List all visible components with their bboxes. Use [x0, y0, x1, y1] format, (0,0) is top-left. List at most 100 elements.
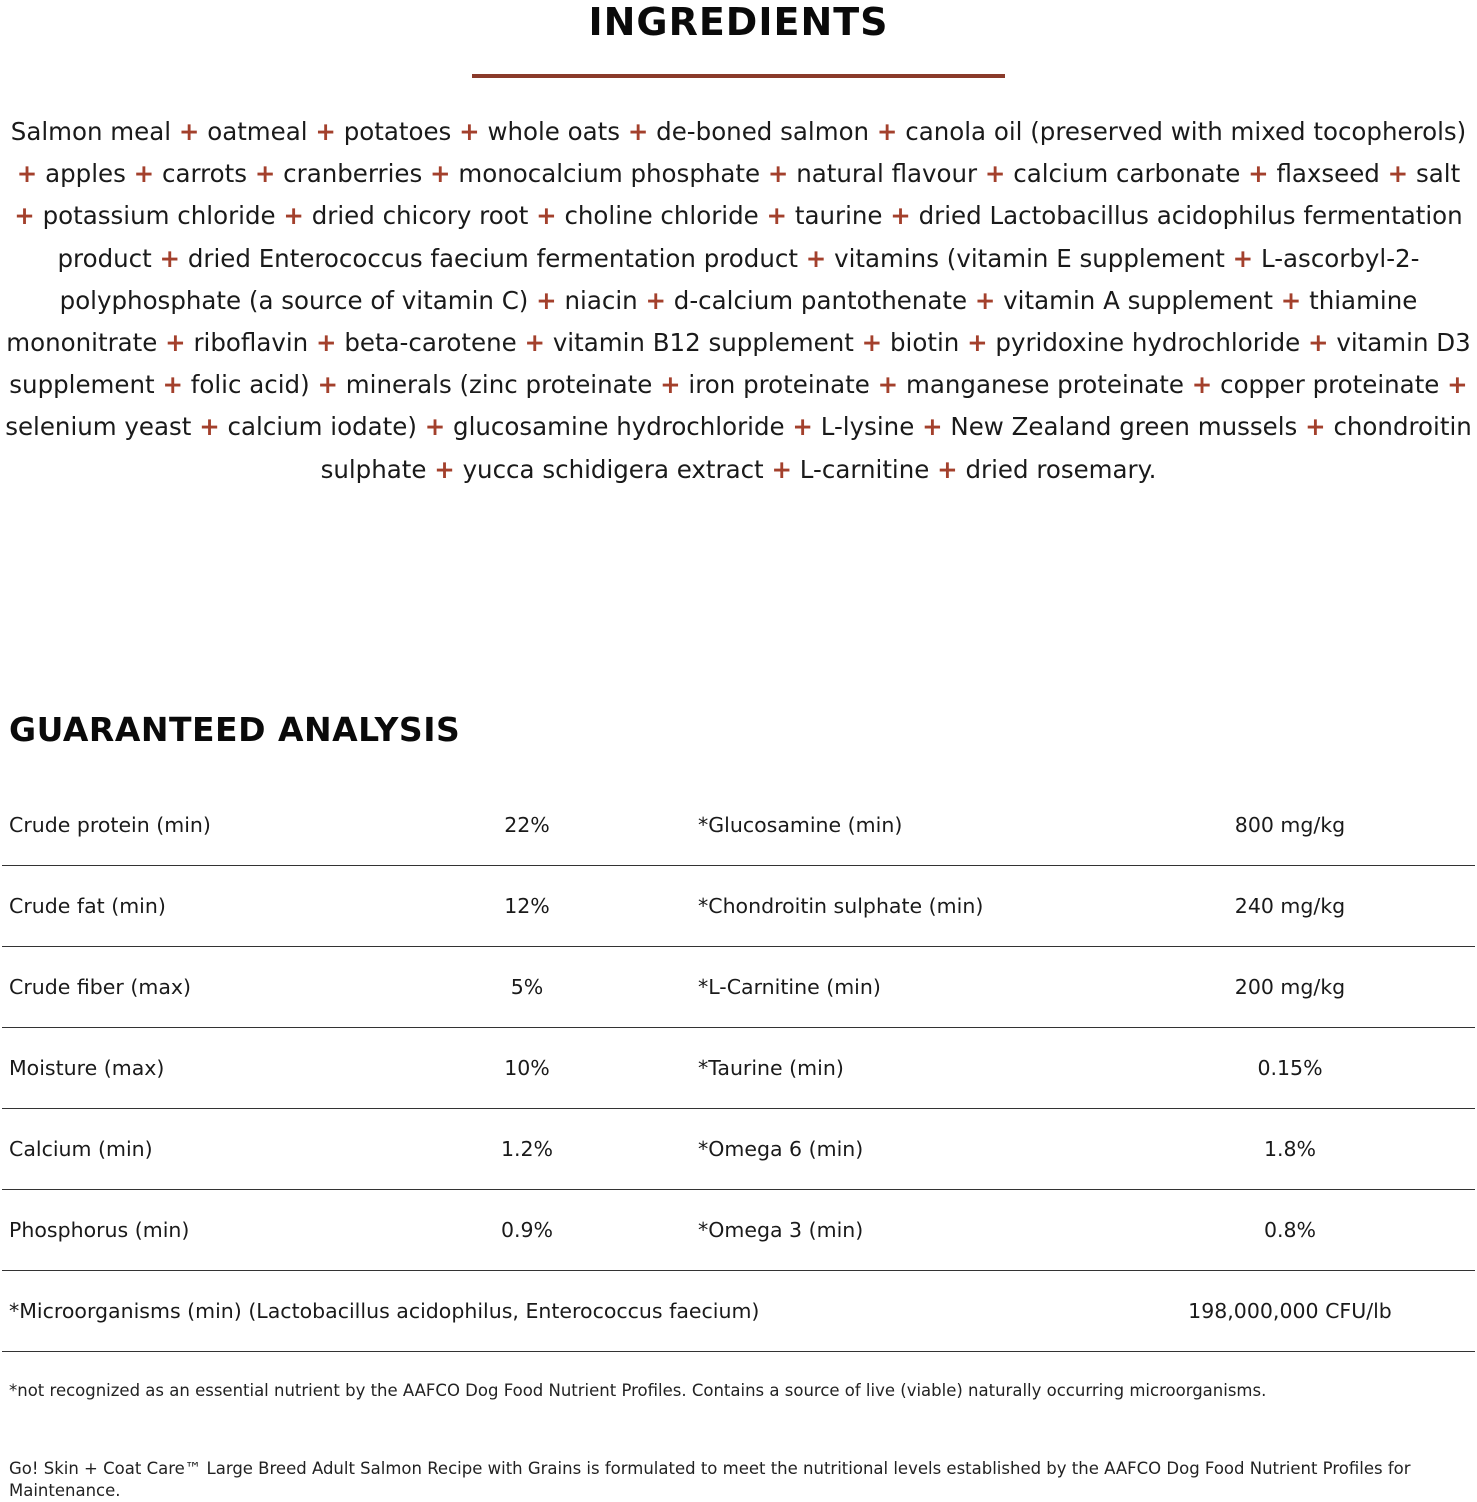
ingredient-item: thiamine mononitrate [6, 285, 1418, 358]
nutrient-value: 198,000,000 CFU/lb [1188, 1299, 1392, 1323]
ingredient-item: whole oats [487, 117, 621, 146]
nutrient-value: 0.9% [500, 1218, 554, 1242]
ingredient-item: pyridoxine hydrochloride [995, 328, 1301, 358]
table-row: Crude fat (min) 12% *Chondroitin sulphate … [2, 866, 1475, 947]
nutrient-label: Crude fiber (max) [9, 975, 192, 999]
plus-separator: + [937, 454, 958, 484]
plus-separator: + [877, 370, 899, 400]
plus-separator: + [315, 328, 337, 358]
nutrient-label: Crude fat (min) [9, 894, 166, 918]
plus-separator: + [645, 285, 666, 315]
ingredient-item: copper proteinate [1220, 370, 1440, 400]
ingredient-item: L-ascorbyl-2-polyphosphate (a source of … [59, 243, 1420, 315]
nutrient-label: *Taurine (min) [698, 1056, 844, 1080]
plus-separator: + [1248, 159, 1269, 189]
ingredient-item: calcium carbonate [1013, 159, 1241, 189]
ingredient-item: natural flavour [796, 159, 978, 189]
plus-separator: + [876, 117, 898, 146]
ingredient-item: calcium iodate) [227, 412, 417, 442]
plus-separator: + [890, 201, 911, 231]
plus-separator: + [1447, 370, 1468, 400]
ingredients-title: INGREDIENTS [588, 0, 889, 44]
ingredient-item: oatmeal [207, 117, 308, 146]
plus-separator: + [16, 159, 38, 189]
nutrient-label: *Chondroitin sulphate (min) [698, 894, 984, 918]
plus-separator: + [178, 117, 200, 146]
plus-separator: + [805, 243, 827, 273]
nutrient-label: Crude protein (min) [9, 813, 211, 837]
nutrient-label: *Omega 6 (min) [698, 1137, 864, 1161]
title-underline [472, 74, 1005, 78]
ingredient-item: beta-carotene [344, 328, 517, 358]
ingredient-item: dried Enterococcus faecium fermentation … [187, 243, 798, 273]
plus-separator: + [536, 285, 557, 315]
ingredient-item: dried Lactobacillus acidophilus fermenta… [57, 201, 1463, 273]
plus-separator: + [792, 412, 813, 442]
nutrient-value: 1.8% [1263, 1137, 1317, 1161]
plus-separator: + [984, 159, 1006, 189]
ingredient-item: canola oil (preserved with mixed tocophe… [905, 117, 1467, 146]
ingredient-item: cranberries [283, 159, 423, 189]
nutrient-value: 10% [504, 1056, 550, 1080]
ingredient-item: flaxseed [1276, 159, 1380, 189]
ingredient-item: carrots [162, 159, 248, 189]
plus-separator: + [315, 117, 336, 146]
plus-separator: + [1191, 370, 1213, 400]
plus-separator: + [254, 159, 276, 189]
plus-separator: + [1387, 159, 1409, 189]
analysis-title: GUARANTEED ANALYSIS [9, 710, 461, 749]
ingredients-list: Salmon meal + oatmeal + potatoes + whole… [4, 111, 1473, 491]
table-row: Calcium (min) 1.2% *Omega 6 (min) 1.8% [2, 1109, 1475, 1190]
plus-separator: + [159, 243, 181, 273]
table-row: Moisture (max) 10% *Taurine (min) 0.15% [2, 1028, 1475, 1109]
plus-separator: + [283, 201, 304, 231]
ingredient-item: New Zealand green mussels [950, 412, 1298, 442]
ingredient-item: riboflavin [193, 328, 309, 358]
ingredient-item: iron proteinate [688, 370, 870, 400]
nutrient-value: 200 mg/kg [1234, 975, 1346, 999]
plus-separator: + [524, 328, 546, 358]
ingredient-item: vitamin D3 supplement [9, 328, 1471, 400]
nutrient-value: 800 mg/kg [1234, 813, 1346, 837]
ingredient-item: vitamins (vitamin E supplement [834, 243, 1225, 273]
ingredient-item: potatoes [343, 117, 452, 146]
nutrient-value: 0.8% [1263, 1218, 1317, 1242]
ingredient-item: monocalcium phosphate [458, 159, 761, 189]
nutrient-label: *L-Carnitine (min) [698, 975, 881, 999]
plus-separator: + [1308, 328, 1329, 358]
ingredient-item: vitamin A supplement [1003, 285, 1273, 315]
plus-separator: + [199, 412, 220, 442]
plus-separator: + [922, 412, 943, 442]
nutrient-label: Calcium (min) [9, 1137, 153, 1161]
ingredient-item: de-boned salmon [656, 117, 870, 146]
ingredient-item: biotin [889, 328, 960, 358]
plus-separator: + [162, 370, 183, 400]
nutrient-value: 240 mg/kg [1234, 894, 1346, 918]
ingredient-item: potassium chloride [42, 201, 276, 231]
ingredient-item: vitamin B12 supplement [552, 328, 854, 358]
plus-separator: + [459, 117, 480, 146]
plus-separator: + [767, 159, 789, 189]
ingredient-item: salt [1416, 159, 1461, 189]
plus-separator: + [974, 285, 996, 315]
nutrient-label: Phosphorus (min) [9, 1218, 190, 1242]
nutrient-value: 1.2% [500, 1137, 554, 1161]
plus-separator: + [771, 454, 792, 484]
analysis-table: Crude protein (min) 22% *Glucosamine (min)… [2, 785, 1475, 1352]
ingredient-item: selenium yeast [5, 412, 192, 442]
plus-separator: + [627, 117, 649, 146]
plus-separator: + [861, 328, 883, 358]
plus-separator: + [766, 201, 788, 231]
ingredient-item: choline chloride [564, 201, 759, 231]
ingredient-item: glucosamine hydrochloride [453, 412, 785, 442]
ingredient-item: dried rosemary. [965, 454, 1157, 484]
nutrient-value: 22% [504, 813, 550, 837]
ingredient-item: Salmon meal [10, 117, 172, 146]
nutrient-label: *Omega 3 (min) [698, 1218, 864, 1242]
plus-separator: + [133, 159, 155, 189]
plus-separator: + [14, 201, 35, 231]
table-row: Crude fiber (max) 5% *L-Carnitine (min) 200… [2, 947, 1475, 1028]
ingredient-item: taurine [794, 201, 883, 231]
ingredient-item: niacin [564, 285, 638, 315]
nutrient-value: 5% [510, 975, 544, 999]
